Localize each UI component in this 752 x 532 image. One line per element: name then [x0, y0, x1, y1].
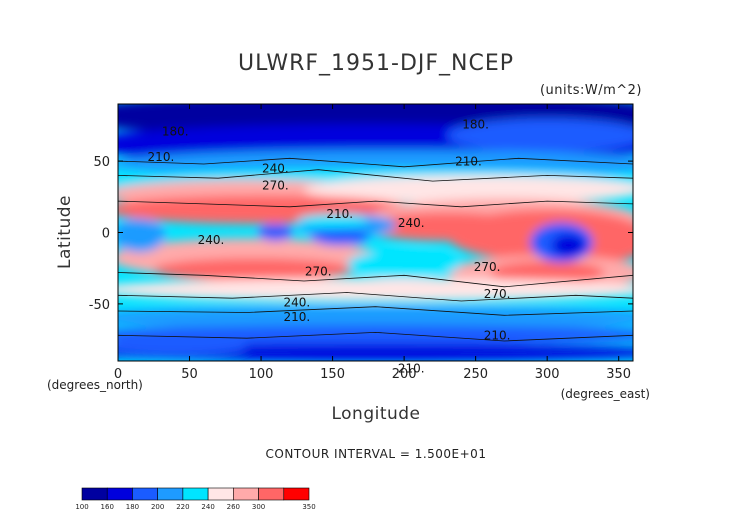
contour-label: 240. — [262, 162, 289, 176]
colorbar-label: 160 — [101, 503, 114, 511]
colorbar-label: 180 — [126, 503, 139, 511]
contour-label: 210. — [148, 150, 175, 164]
x-tick-label: 0 — [114, 367, 122, 382]
colorbar: 100 160 180 200 220 240 260 300 350 — [75, 487, 316, 511]
y-axis: 50 0 -50 — [89, 155, 633, 313]
field-region — [118, 278, 633, 302]
colorbar-swatch — [106, 487, 133, 501]
olr-field — [118, 104, 633, 361]
colorbar-swatch — [157, 487, 184, 501]
x-tick-label: 50 — [181, 367, 198, 382]
contour-label: 210. — [398, 361, 425, 375]
contour-label: 210. — [283, 310, 310, 324]
plot-area — [118, 104, 633, 361]
field-region — [118, 104, 319, 127]
contour-label: 240. — [283, 296, 310, 310]
contour-line — [118, 332, 633, 342]
x-tick-label: 250 — [463, 367, 488, 382]
colorbar-swatch — [81, 487, 108, 501]
colorbar-swatch — [233, 487, 259, 501]
field-region — [258, 223, 293, 242]
x-axis-label: Longitude — [331, 404, 420, 424]
contour-line — [118, 157, 633, 168]
contour-line — [118, 272, 633, 288]
colorbar-label: 300 — [252, 503, 265, 511]
x-tick-label: 200 — [392, 367, 417, 382]
field-region — [447, 118, 633, 153]
field-region — [118, 325, 633, 346]
x-axis: 0 50 100 150 200 250 300 350 — [114, 104, 631, 382]
colorbar-label: 220 — [176, 503, 189, 511]
field-region — [296, 213, 369, 229]
contour-label: 210. — [326, 207, 353, 221]
y-tick-label: -50 — [89, 298, 110, 313]
chart-title: ULWRF_1951-DJF_NCEP — [238, 51, 514, 76]
contour-lines — [118, 157, 633, 342]
contour-label: 240. — [198, 233, 225, 247]
y-unit-note: (degrees_north) — [47, 378, 143, 392]
field-region — [489, 261, 605, 284]
contour-line — [118, 306, 633, 316]
colorbar-label: 200 — [151, 503, 164, 511]
colorbar-swatch — [258, 487, 285, 501]
colorbar-label: 350 — [302, 503, 315, 511]
field-region — [346, 249, 462, 279]
contour-line — [118, 200, 633, 208]
contour-interval-text: CONTOUR INTERVAL = 1.500E+01 — [266, 447, 487, 461]
field-region — [304, 175, 633, 204]
field-regions — [118, 104, 633, 361]
contour-label: 240. — [398, 216, 425, 230]
contour-line — [118, 292, 633, 302]
contour-label: 270. — [262, 179, 289, 193]
colorbar-swatch — [207, 487, 234, 501]
colorbar-swatch — [182, 487, 209, 501]
units-label: (units:W/m^2) — [540, 83, 642, 98]
y-tick-label: 0 — [102, 227, 110, 242]
colorbar-label: 260 — [227, 503, 240, 511]
x-tick-label: 150 — [320, 367, 345, 382]
field-region — [118, 343, 633, 361]
y-tick-label: 50 — [93, 155, 110, 170]
contour-labels: 180.180.210.240.270.210.240.240.270.240.… — [148, 117, 511, 375]
contour-label: 180. — [162, 124, 189, 138]
field-region — [311, 228, 369, 246]
colorbar-label: 100 — [75, 503, 88, 511]
contour-label: 270. — [474, 260, 501, 274]
field-region — [432, 104, 633, 122]
field-region — [118, 338, 247, 356]
contour-label: 270. — [484, 287, 511, 301]
contour-label: 270. — [305, 264, 332, 278]
contour-label: 210. — [455, 154, 482, 168]
contour-label: 180. — [462, 117, 489, 131]
field-region — [551, 233, 586, 257]
colorbar-label: 240 — [201, 503, 214, 511]
field-region — [575, 221, 633, 262]
x-tick-label: 300 — [535, 367, 560, 382]
x-tick-label: 100 — [249, 367, 274, 382]
colorbar-swatch — [283, 487, 310, 501]
contour-label: 210. — [484, 329, 511, 343]
y-axis-label: Latitude — [55, 195, 75, 269]
x-unit-note: (degrees_east) — [561, 387, 650, 401]
x-tick-label: 350 — [606, 367, 631, 382]
field-region — [118, 218, 166, 253]
colorbar-swatch — [132, 487, 158, 501]
contour-line — [118, 169, 633, 182]
